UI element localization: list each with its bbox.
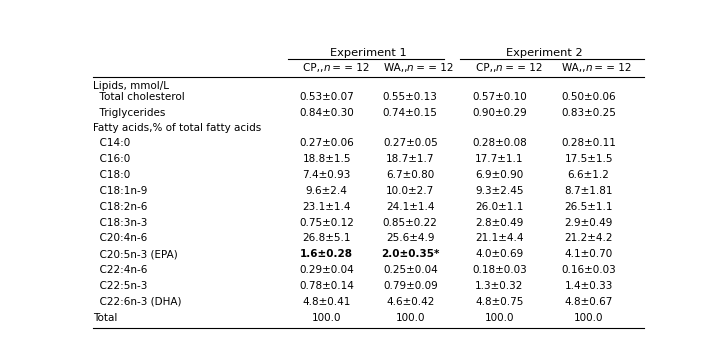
Text: C18:3n-3: C18:3n-3 — [93, 218, 147, 228]
Text: 4.6±0.42: 4.6±0.42 — [386, 297, 434, 307]
Text: 0.27±0.06: 0.27±0.06 — [299, 138, 354, 148]
Text: 0.83±0.25: 0.83±0.25 — [561, 108, 616, 118]
Text: 4.8±0.41: 4.8±0.41 — [303, 297, 351, 307]
Text: 2.9±0.49: 2.9±0.49 — [564, 218, 613, 228]
Text: 8.7±1.81: 8.7±1.81 — [564, 186, 613, 196]
Text: 0.28±0.11: 0.28±0.11 — [561, 138, 616, 148]
Text: 1.6±0.28: 1.6±0.28 — [301, 249, 353, 259]
Text: Fatty acids,% of total fatty acids: Fatty acids,% of total fatty acids — [93, 123, 261, 133]
Text: C18:1n-9: C18:1n-9 — [93, 186, 147, 196]
Text: 18.8±1.5: 18.8±1.5 — [303, 154, 351, 164]
Text: Total cholesterol: Total cholesterol — [93, 92, 184, 102]
Text: n: n — [324, 63, 330, 73]
Text: Experiment 2: Experiment 2 — [505, 48, 582, 58]
Text: 0.50±0.06: 0.50±0.06 — [562, 92, 616, 102]
Text: C14:0: C14:0 — [93, 138, 130, 148]
Text: Total: Total — [93, 313, 117, 323]
Text: 4.1±0.70: 4.1±0.70 — [564, 249, 613, 259]
Text: 17.7±1.1: 17.7±1.1 — [475, 154, 523, 164]
Text: Lipids, mmol/L: Lipids, mmol/L — [93, 81, 169, 91]
Text: C22:6n-3 (DHA): C22:6n-3 (DHA) — [93, 297, 181, 307]
Text: 6.7±0.80: 6.7±0.80 — [386, 170, 434, 180]
Text: 18.7±1.7: 18.7±1.7 — [386, 154, 434, 164]
Text: C20:4n-6: C20:4n-6 — [93, 234, 147, 244]
Text: C18:2n-6: C18:2n-6 — [93, 202, 147, 212]
Text: 9.3±2.45: 9.3±2.45 — [475, 186, 523, 196]
Text: = = 12: = = 12 — [329, 63, 370, 73]
Text: 9.6±2.4: 9.6±2.4 — [306, 186, 347, 196]
Text: 100.0: 100.0 — [574, 313, 603, 323]
Text: 0.16±0.03: 0.16±0.03 — [562, 265, 616, 275]
Text: = = 12: = = 12 — [413, 63, 454, 73]
Text: 21.2±4.2: 21.2±4.2 — [564, 234, 613, 244]
Text: 10.0±2.7: 10.0±2.7 — [386, 186, 434, 196]
Text: 6.6±1.2: 6.6±1.2 — [568, 170, 610, 180]
Text: 4.8±0.75: 4.8±0.75 — [475, 297, 523, 307]
Text: n: n — [407, 63, 413, 73]
Text: WA,,: WA,, — [562, 63, 589, 73]
Text: 6.9±0.90: 6.9±0.90 — [475, 170, 523, 180]
Text: 0.84±0.30: 0.84±0.30 — [299, 108, 354, 118]
Text: 1.4±0.33: 1.4±0.33 — [564, 281, 613, 291]
Text: WA,,: WA,, — [383, 63, 411, 73]
Text: 0.29±0.04: 0.29±0.04 — [299, 265, 354, 275]
Text: 4.0±0.69: 4.0±0.69 — [475, 249, 523, 259]
Text: 26.8±5.1: 26.8±5.1 — [303, 234, 351, 244]
Text: 0.25±0.04: 0.25±0.04 — [383, 265, 438, 275]
Text: 25.6±4.9: 25.6±4.9 — [386, 234, 434, 244]
Text: 21.1±4.4: 21.1±4.4 — [475, 234, 523, 244]
Text: Triglycerides: Triglycerides — [93, 108, 165, 118]
Text: 24.1±1.4: 24.1±1.4 — [386, 202, 434, 212]
Text: 100.0: 100.0 — [395, 313, 425, 323]
Text: 0.28±0.08: 0.28±0.08 — [472, 138, 527, 148]
Text: 2.0±0.35*: 2.0±0.35* — [381, 249, 439, 259]
Text: C18:0: C18:0 — [93, 170, 130, 180]
Text: 0.74±0.15: 0.74±0.15 — [383, 108, 438, 118]
Text: 7.4±0.93: 7.4±0.93 — [303, 170, 351, 180]
Text: CP,,: CP,, — [476, 63, 500, 73]
Text: 0.78±0.14: 0.78±0.14 — [299, 281, 354, 291]
Text: Experiment 1: Experiment 1 — [330, 48, 407, 58]
Text: 23.1±1.4: 23.1±1.4 — [303, 202, 351, 212]
Text: 17.5±1.5: 17.5±1.5 — [564, 154, 613, 164]
Text: 2.8±0.49: 2.8±0.49 — [475, 218, 523, 228]
Text: 0.90±0.29: 0.90±0.29 — [472, 108, 527, 118]
Text: 0.55±0.13: 0.55±0.13 — [383, 92, 438, 102]
Text: 0.85±0.22: 0.85±0.22 — [383, 218, 438, 228]
Text: C22:5n-3: C22:5n-3 — [93, 281, 147, 291]
Text: 0.27±0.05: 0.27±0.05 — [383, 138, 438, 148]
Text: 26.5±1.1: 26.5±1.1 — [564, 202, 613, 212]
Text: 4.8±0.67: 4.8±0.67 — [564, 297, 613, 307]
Text: C20:5n-3 (EPA): C20:5n-3 (EPA) — [93, 249, 178, 259]
Text: n: n — [585, 63, 592, 73]
Text: 0.57±0.10: 0.57±0.10 — [472, 92, 527, 102]
Text: = = 12: = = 12 — [591, 63, 632, 73]
Text: 0.53±0.07: 0.53±0.07 — [299, 92, 354, 102]
Text: 0.79±0.09: 0.79±0.09 — [383, 281, 438, 291]
Text: 1.3±0.32: 1.3±0.32 — [475, 281, 523, 291]
Text: 100.0: 100.0 — [485, 313, 514, 323]
Text: 0.75±0.12: 0.75±0.12 — [299, 218, 354, 228]
Text: n: n — [496, 63, 503, 73]
Text: C16:0: C16:0 — [93, 154, 130, 164]
Text: 0.18±0.03: 0.18±0.03 — [472, 265, 527, 275]
Text: CP,,: CP,, — [303, 63, 326, 73]
Text: 26.0±1.1: 26.0±1.1 — [475, 202, 523, 212]
Text: = = 12: = = 12 — [502, 63, 543, 73]
Text: 100.0: 100.0 — [312, 313, 342, 323]
Text: C22:4n-6: C22:4n-6 — [93, 265, 147, 275]
